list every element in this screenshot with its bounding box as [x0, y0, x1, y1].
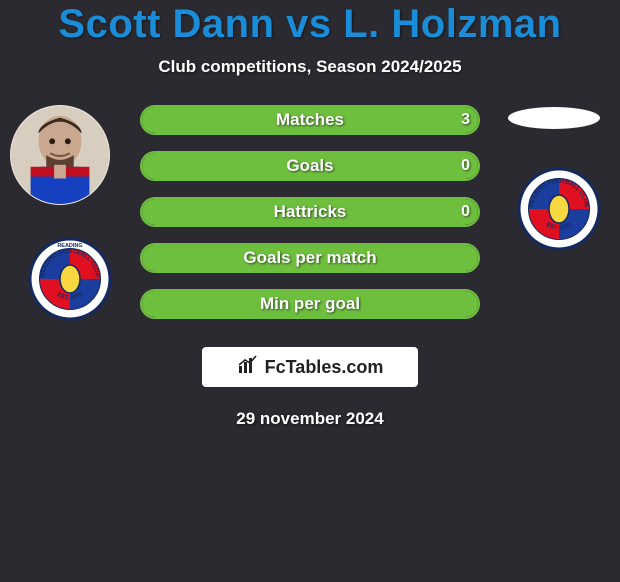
- brand-text: FcTables.com: [265, 357, 384, 378]
- stat-bar: Goals per match: [140, 243, 480, 273]
- stat-bar: Hattricks0: [140, 197, 480, 227]
- club-badge-right: READING FOOTBALL CLUB EST. 1871: [517, 167, 601, 251]
- svg-text:READING: READING: [57, 243, 82, 249]
- chart-icon: [237, 354, 259, 381]
- bar-label: Min per goal: [142, 291, 478, 317]
- bar-value-right: 3: [461, 107, 470, 133]
- stat-bar: Goals0: [140, 151, 480, 181]
- stat-bars: Matches3Goals0Hattricks0Goals per matchM…: [140, 105, 480, 319]
- branding-badge: FcTables.com: [202, 347, 418, 387]
- player-left-photo: [10, 105, 110, 205]
- bar-value-right: 0: [461, 199, 470, 225]
- stat-bar: Matches3: [140, 105, 480, 135]
- page-title: Scott Dann vs L. Holzman: [0, 2, 620, 47]
- club-badge-left: READING READING FOOTBALL CLUB EST. 1871: [28, 237, 112, 321]
- bar-label: Goals: [142, 153, 478, 179]
- bar-label: Matches: [142, 107, 478, 133]
- stat-bar: Min per goal: [140, 289, 480, 319]
- date-line: 29 november 2024: [0, 409, 620, 429]
- subtitle: Club competitions, Season 2024/2025: [0, 57, 620, 77]
- player-right-photo-placeholder: [508, 107, 600, 129]
- bar-label: Goals per match: [142, 245, 478, 271]
- bar-label: Hattricks: [142, 199, 478, 225]
- bar-value-right: 0: [461, 153, 470, 179]
- comparison-area: READING READING FOOTBALL CLUB EST. 1871 …: [0, 105, 620, 345]
